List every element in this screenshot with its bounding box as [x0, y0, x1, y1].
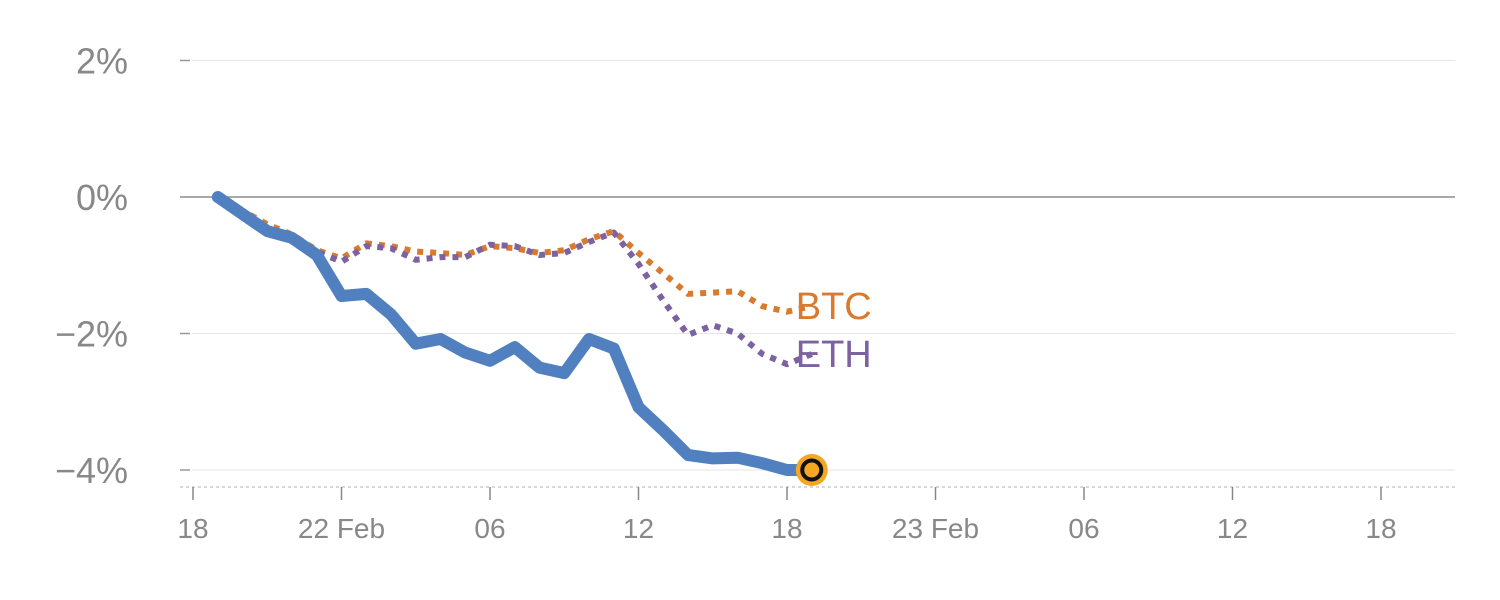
gridlines — [180, 59, 1455, 471]
x-tick-label: 18 — [771, 513, 802, 544]
main-series-line — [211, 191, 818, 476]
x-tick-label: 12 — [623, 513, 654, 544]
x-tick-label: 18 — [177, 513, 208, 544]
x-tick-label: 06 — [474, 513, 505, 544]
eth-series-line — [215, 194, 813, 368]
end-markers — [795, 454, 828, 486]
y-tick-label: 0% — [76, 177, 128, 218]
eth-series-label: ETH — [796, 334, 872, 376]
y-tick-label: 2% — [76, 41, 128, 82]
x-tick-label: 22 Feb — [298, 513, 385, 544]
series-lines — [211, 191, 818, 476]
y-tick-label: −4% — [55, 450, 128, 491]
end-marker-inner — [800, 458, 824, 482]
x-tick-label: 06 — [1068, 513, 1099, 544]
series-labels: BTC ETH — [796, 286, 872, 376]
axes: 2% 0% −2% −4% 18 22 Feb 06 12 18 23 Feb 06 12 18 — [55, 41, 1455, 544]
btc-series-label: BTC — [796, 286, 872, 328]
x-tick-label: 18 — [1365, 513, 1396, 544]
x-tick-label: 23 Feb — [892, 513, 979, 544]
y-tick-label: −2% — [55, 314, 128, 355]
x-tick-label: 12 — [1217, 513, 1248, 544]
